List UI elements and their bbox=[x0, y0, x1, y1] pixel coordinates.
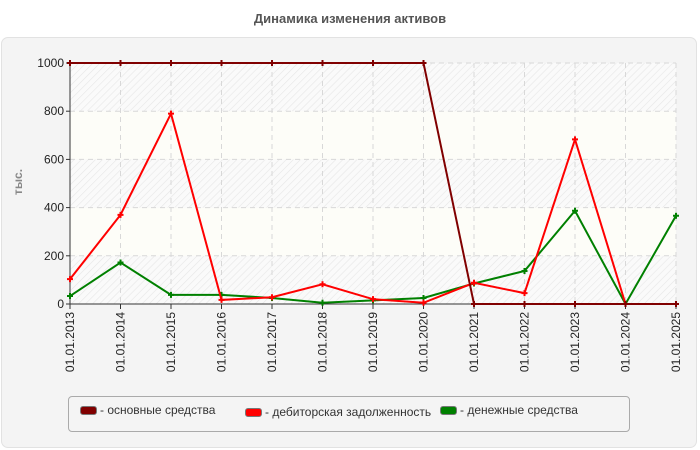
data-point-marker bbox=[319, 281, 326, 288]
data-point-marker bbox=[269, 60, 275, 66]
y-tick-labels: 0 200 400 600 800 1000 bbox=[37, 56, 64, 311]
data-point-marker bbox=[471, 301, 477, 307]
y-tick-label: 1000 bbox=[37, 56, 64, 70]
data-point-marker bbox=[168, 110, 174, 117]
data-point-marker bbox=[168, 60, 174, 66]
data-point-marker bbox=[420, 299, 427, 306]
data-point-marker bbox=[572, 301, 578, 307]
chart-title: Динамика изменения активов bbox=[253, 11, 447, 26]
data-point-marker bbox=[319, 60, 326, 66]
legend-item-fixed-assets[interactable]: - основные средства bbox=[80, 403, 215, 417]
plot-band bbox=[70, 207, 676, 256]
data-point-marker bbox=[521, 267, 528, 274]
x-tick-label: 01.01.2013 bbox=[63, 312, 77, 372]
data-point-marker bbox=[319, 299, 326, 306]
x-tick-labels: 01.01.2013 01.01.2014 01.01.2015 01.01.2016… bbox=[63, 312, 683, 372]
x-tick-label: 01.01.2016 bbox=[215, 312, 229, 372]
data-point-marker bbox=[370, 296, 376, 303]
legend-label-cash: - денежные средства bbox=[460, 403, 578, 417]
data-point-marker bbox=[218, 296, 225, 303]
data-point-marker bbox=[67, 60, 73, 66]
data-point-marker bbox=[622, 301, 629, 307]
data-point-marker bbox=[67, 276, 73, 283]
x-tick-label: 01.01.2017 bbox=[265, 312, 279, 372]
y-tick-label: 400 bbox=[44, 201, 64, 215]
legend: - основные средства - дебиторская задолж… bbox=[68, 396, 630, 432]
data-point-marker bbox=[572, 136, 578, 143]
x-tick-label: 01.01.2019 bbox=[366, 312, 380, 372]
data-point-marker bbox=[420, 60, 427, 66]
x-tick-label: 01.01.2022 bbox=[518, 312, 532, 372]
x-tick-label: 01.01.2018 bbox=[316, 312, 330, 372]
data-point-marker bbox=[370, 60, 376, 66]
legend-swatch-receivables bbox=[245, 407, 262, 417]
data-point-marker bbox=[117, 259, 124, 266]
y-axis-label: тыс. bbox=[11, 169, 25, 195]
data-point-marker bbox=[218, 60, 225, 66]
data-point-marker bbox=[117, 60, 124, 66]
y-tick-label: 0 bbox=[57, 297, 64, 311]
data-point-marker bbox=[471, 279, 477, 286]
data-point-marker bbox=[673, 212, 679, 219]
x-tick-label: 01.01.2025 bbox=[669, 312, 683, 372]
x-tick-label: 01.01.2014 bbox=[114, 312, 128, 372]
legend-swatch-fixed-assets bbox=[80, 405, 97, 415]
data-point-marker bbox=[67, 293, 73, 300]
legend-label-receivables: - дебиторская задолженность bbox=[265, 405, 432, 419]
data-point-marker bbox=[521, 290, 528, 297]
x-tick-label: 01.01.2023 bbox=[568, 312, 582, 372]
x-tick-label: 01.01.2020 bbox=[417, 312, 431, 372]
data-point-marker bbox=[168, 291, 174, 298]
legend-item-receivables[interactable]: - дебиторская задолженность bbox=[245, 405, 431, 419]
y-tick-label: 800 bbox=[44, 104, 64, 118]
data-point-marker bbox=[117, 211, 124, 218]
data-point-marker bbox=[269, 294, 275, 301]
data-series bbox=[67, 60, 679, 307]
data-point-marker bbox=[572, 207, 578, 214]
y-tick-label: 600 bbox=[44, 152, 64, 166]
legend-swatch-cash bbox=[440, 405, 457, 415]
y-tick-label: 200 bbox=[44, 249, 64, 263]
data-point-marker bbox=[673, 301, 679, 307]
legend-item-cash[interactable]: - денежные средства bbox=[440, 403, 578, 417]
data-point-marker bbox=[521, 301, 528, 307]
x-tick-label: 01.01.2015 bbox=[164, 312, 178, 372]
x-tick-label: 01.01.2024 bbox=[619, 312, 633, 372]
legend-label-fixed-assets: - основные средства bbox=[100, 403, 216, 417]
x-tick-label: 01.01.2021 bbox=[467, 312, 481, 372]
